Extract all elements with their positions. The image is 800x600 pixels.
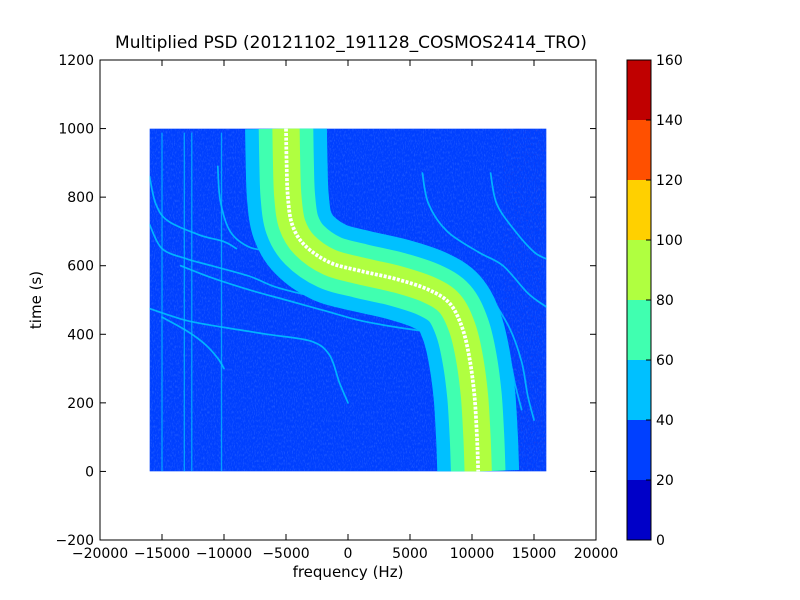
faint-trace-0 <box>149 175 238 250</box>
y-tick-label: 1000 <box>58 122 94 138</box>
colorbar-band-3 <box>627 300 651 360</box>
x-tick-label: 15000 <box>512 546 557 562</box>
colorbar-tick-label: 40 <box>656 413 674 429</box>
colorbar-tick-label: 120 <box>656 173 683 189</box>
faint-trace-4 <box>149 307 349 404</box>
colorbar-band-6 <box>627 120 651 180</box>
x-tick-label: −20000 <box>72 546 128 562</box>
colorbar-tick-label: 0 <box>656 533 665 549</box>
colorbar-band-2 <box>627 360 651 420</box>
y-tick-label: 0 <box>85 464 94 480</box>
y-tick-label: 600 <box>67 259 94 275</box>
doppler-band-3 <box>284 128 481 472</box>
x-tick-label: −5000 <box>262 546 309 562</box>
psd-heatmap <box>149 128 547 472</box>
colorbar-band-5 <box>627 180 651 240</box>
y-axis: −200 0 200 400 600 800 1000 1200 <box>56 53 596 549</box>
faint-trace-5 <box>161 316 225 370</box>
plot-area: −20000 −15000 −10000 −5000 0 5000 10000 15000 20… <box>56 53 619 562</box>
colorbar-tick-label: 160 <box>656 53 683 69</box>
x-tick-label: 0 <box>344 546 353 562</box>
colorbar-tick-label: 100 <box>656 233 683 249</box>
colorbar-tick-label: 80 <box>656 293 674 309</box>
y-tick-label: 1200 <box>58 53 94 69</box>
x-tick-label: 20000 <box>574 546 619 562</box>
y-tick-label: −200 <box>56 533 94 549</box>
faint-trace-8 <box>489 172 547 260</box>
chart-title: Multiplied PSD (20121102_191128_COSMOS24… <box>115 33 587 53</box>
colorbar-band-0 <box>627 480 651 540</box>
colorbar-band-4 <box>627 240 651 300</box>
x-tick-label: −15000 <box>134 546 190 562</box>
x-tick-label: 10000 <box>450 546 495 562</box>
colorbar-tick-label: 140 <box>656 113 683 129</box>
x-axis: −20000 −15000 −10000 −5000 0 5000 10000 15000 20… <box>72 60 618 562</box>
colorbar-tick-label: 60 <box>656 353 674 369</box>
y-tick-label: 800 <box>67 190 94 206</box>
x-axis-label: frequency (Hz) <box>293 563 404 581</box>
y-tick-label: 400 <box>67 327 94 343</box>
faint-trace-3 <box>179 264 436 334</box>
y-axis-label: time (s) <box>27 271 45 329</box>
colorbar: 0 20 40 60 80 100 120 140 160 <box>626 53 683 549</box>
x-tick-label: 5000 <box>392 546 428 562</box>
colorbar-band-1 <box>627 420 651 480</box>
y-tick-label: 200 <box>67 396 94 412</box>
faint-trace-1 <box>149 223 325 300</box>
faint-trace-7 <box>421 172 547 308</box>
colorbar-tick-label: 20 <box>656 473 674 489</box>
faint-trace-9 <box>483 285 535 421</box>
x-tick-label: −10000 <box>196 546 252 562</box>
colorbar-band-7 <box>627 60 651 120</box>
